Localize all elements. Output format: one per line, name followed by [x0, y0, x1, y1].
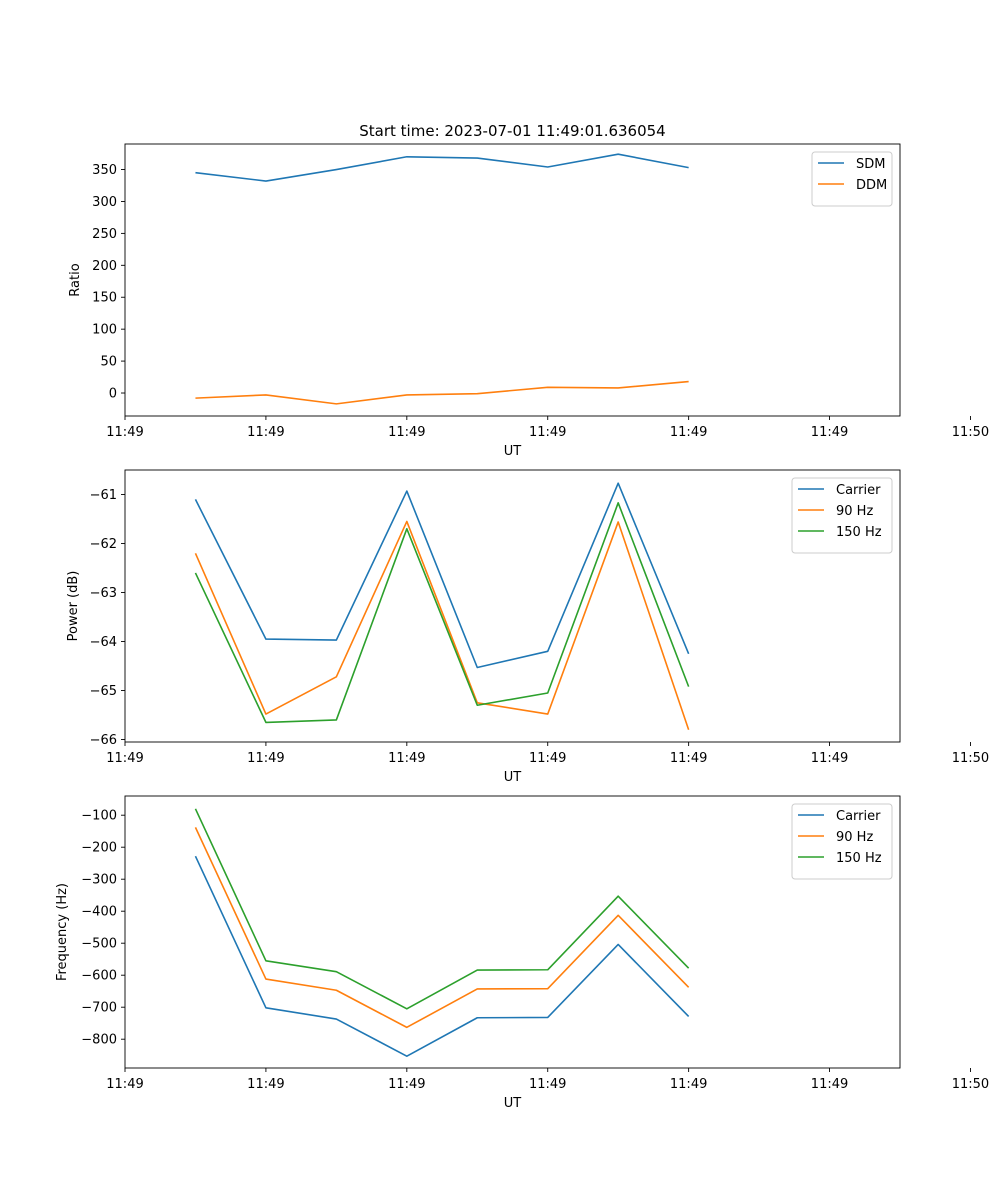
legend-box — [791, 803, 893, 880]
y-tick-label: −800 — [81, 1033, 117, 1048]
series-line-90-hz — [194, 520, 690, 731]
x-axis-label: UT — [504, 444, 522, 459]
y-tick-label: −400 — [81, 905, 117, 920]
y-tick-label: −64 — [90, 635, 117, 650]
x-tick-label: 11:49 — [670, 1077, 707, 1092]
series-line-150-hz — [194, 502, 690, 724]
x-tick-label: 11:50 — [952, 751, 989, 766]
x-tick-label: 11:49 — [670, 751, 707, 766]
legend: SDM DDM — [811, 151, 893, 207]
x-tick-label: 11:49 — [811, 751, 848, 766]
x-tick-label: 11:50 — [952, 1077, 989, 1092]
chart-panel-2: 11:49 11:49 11:49 11:49 11:49 11:49 11:50 UT −66… — [66, 469, 989, 785]
legend-label: 150 Hz — [836, 851, 882, 866]
chart-title: Start time: 2023-07-01 11:49:01.636054 — [359, 122, 665, 140]
x-tick-label: 11:49 — [811, 425, 848, 440]
chart-panel-3: 11:49 11:49 11:49 11:49 11:49 11:49 11:50 UT −80… — [55, 795, 989, 1111]
x-tick-label: 11:49 — [388, 751, 425, 766]
axes-frame — [124, 143, 901, 417]
x-tick-label: 11:49 — [247, 751, 284, 766]
y-axis-label: Frequency (Hz) — [55, 883, 70, 981]
series-line-sdm — [195, 153, 689, 182]
y-tick-label: −100 — [81, 809, 117, 824]
axes-frame — [124, 795, 901, 1069]
x-tick-label: 11:49 — [388, 1077, 425, 1092]
y-tick-label: 200 — [92, 259, 117, 274]
y-tick-label: −300 — [81, 873, 117, 888]
y-tick-label: 50 — [100, 355, 117, 370]
x-axis-label: UT — [504, 1096, 522, 1111]
legend-label: DDM — [856, 178, 887, 193]
legend-box — [791, 477, 893, 554]
series-line-90-hz — [194, 827, 690, 1029]
legend-label: SDM — [856, 157, 885, 172]
legend: Carrier 90 Hz 150 Hz — [791, 477, 893, 554]
legend-label: Carrier — [836, 483, 881, 498]
y-tick-label: −62 — [90, 537, 117, 552]
y-tick-label: −500 — [81, 937, 117, 952]
legend-box — [811, 151, 893, 207]
x-tick-label: 11:49 — [106, 1077, 143, 1092]
y-axis-label: Ratio — [68, 263, 83, 296]
legend-label: 150 Hz — [836, 525, 882, 540]
series-line-carrier — [194, 482, 690, 669]
y-tick-label: −66 — [90, 733, 117, 748]
y-tick-label: 100 — [92, 323, 117, 338]
y-tick-label: 300 — [92, 195, 117, 210]
legend: Carrier 90 Hz 150 Hz — [791, 803, 893, 880]
series-line-carrier — [194, 855, 690, 1057]
legend-label: 90 Hz — [836, 830, 873, 845]
legend-label: 90 Hz — [836, 504, 873, 519]
x-tick-label: 11:49 — [529, 425, 566, 440]
y-tick-label: −200 — [81, 841, 117, 856]
x-tick-label: 11:49 — [670, 425, 707, 440]
x-tick-label: 11:49 — [388, 425, 425, 440]
y-tick-label: −61 — [90, 488, 117, 503]
x-tick-label: 11:49 — [247, 425, 284, 440]
chart-panel-1: Start time: 2023-07-01 11:49:01.636054 11… — [68, 122, 989, 459]
y-tick-label: 150 — [92, 291, 117, 306]
y-tick-label: −65 — [90, 684, 117, 699]
y-tick-label: 0 — [109, 387, 117, 402]
x-tick-label: 11:49 — [811, 1077, 848, 1092]
axes-frame — [124, 469, 901, 743]
y-tick-label: 250 — [92, 227, 117, 242]
x-tick-label: 11:49 — [529, 751, 566, 766]
x-tick-label: 11:49 — [529, 1077, 566, 1092]
x-tick-label: 11:50 — [952, 425, 989, 440]
y-tick-label: −700 — [81, 1001, 117, 1016]
y-tick-label: −63 — [90, 586, 117, 601]
series-line-150-hz — [194, 808, 690, 1010]
y-tick-label: −600 — [81, 969, 117, 984]
x-tick-label: 11:49 — [247, 1077, 284, 1092]
legend-label: Carrier — [836, 809, 881, 824]
y-tick-label: 350 — [92, 163, 117, 178]
x-axis-label: UT — [504, 770, 522, 785]
x-tick-label: 11:49 — [106, 751, 143, 766]
series-line-ddm — [195, 380, 689, 405]
x-tick-label: 11:49 — [106, 425, 143, 440]
y-axis-label: Power (dB) — [66, 571, 81, 642]
